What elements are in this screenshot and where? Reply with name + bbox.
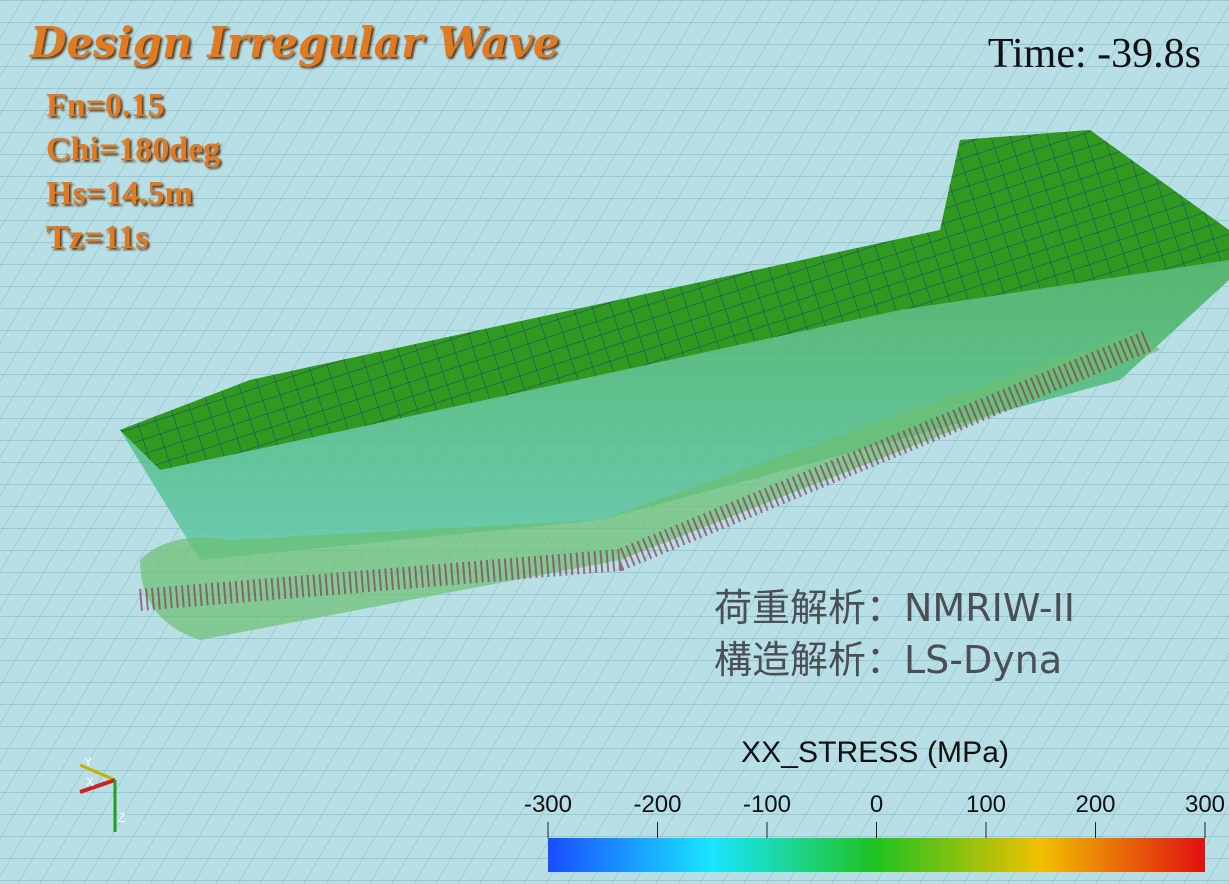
axis-label: X (86, 775, 94, 789)
colorbar-tick-label: -100 (743, 791, 791, 818)
colorbar-tick-label: -200 (633, 791, 681, 818)
parameter: Tz=11s (46, 216, 220, 260)
colorbar (548, 838, 1205, 872)
analysis-info: 荷重解析：NMRIW-II 構造解析：LS-Dyna (714, 582, 1075, 686)
screenshot: Y X Z XX_STRESS (MPa) -300 -200 -100 0 100 20… (0, 0, 1229, 884)
analysis-line: 構造解析：LS-Dyna (714, 634, 1075, 686)
parameter: Hs=14.5m (46, 172, 220, 216)
analysis-line: 荷重解析：NMRIW-II (714, 582, 1075, 634)
time-label: Time: -39.8s (988, 30, 1201, 78)
axis-label: Z (118, 811, 125, 825)
parameter: Chi=180deg (46, 128, 220, 172)
colorbar-tick-label: 300 (1185, 791, 1225, 818)
colorbar-tick-label: 200 (1075, 791, 1115, 818)
colorbar-tick-label: -300 (524, 791, 572, 818)
colorbar-title: XX_STRESS (MPa) (741, 736, 1009, 769)
colorbar-tick-label: 100 (966, 791, 1006, 818)
title: Design Irregular Wave (30, 18, 560, 67)
colorbar-tick-label: 0 (870, 791, 883, 818)
parameters: Fn=0.15 Chi=180deg Hs=14.5m Tz=11s (46, 84, 220, 260)
axis-label: Y (84, 755, 92, 769)
parameter: Fn=0.15 (46, 84, 220, 128)
